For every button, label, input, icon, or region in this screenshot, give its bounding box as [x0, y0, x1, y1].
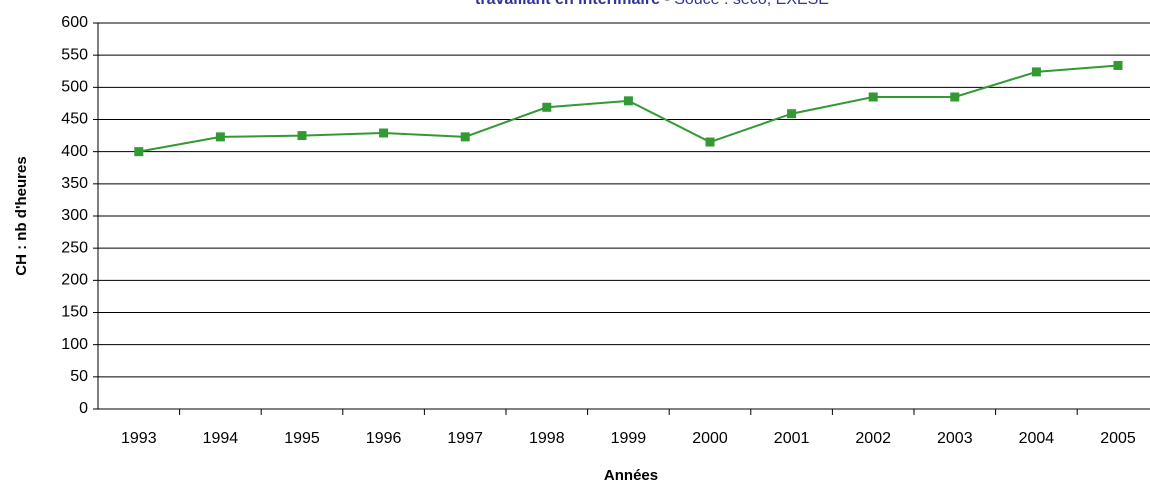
y-tick-label: 0 — [79, 400, 88, 417]
x-tick-label: 2001 — [774, 430, 810, 447]
y-tick-label: 50 — [70, 368, 88, 385]
marker — [542, 102, 552, 112]
marker — [623, 96, 633, 106]
marker — [787, 109, 797, 119]
y-tick-label: 200 — [61, 272, 88, 289]
marker — [705, 137, 715, 147]
x-tick-label: 2000 — [692, 430, 728, 447]
line — [138, 64, 1119, 153]
chart-subtitle: - Souce : seco, EXESE — [664, 0, 829, 8]
x-tick-label: 1997 — [447, 430, 483, 447]
y-tick-label: 150 — [61, 304, 88, 321]
marker — [379, 128, 389, 138]
x-tick-label: 2003 — [937, 430, 973, 447]
x-tick-label: 2004 — [1019, 430, 1055, 447]
y-tick-label: 350 — [61, 175, 88, 192]
marker — [1113, 60, 1123, 70]
marker — [950, 92, 960, 102]
y-tick-label: 400 — [61, 143, 88, 160]
chart-title-line: travaillant en intérimaire - Souce : sec… — [475, 0, 829, 8]
y-axis-label: CH : nb d'heures — [13, 156, 30, 275]
x-tick-label: 1999 — [611, 430, 647, 447]
y-tick-label: 250 — [61, 239, 88, 256]
marker — [460, 132, 470, 142]
marker — [215, 132, 225, 142]
x-tick-label: 2002 — [855, 430, 891, 447]
marker — [868, 92, 878, 102]
chart-title: travaillant en intérimaire — [475, 0, 660, 8]
y-tick-label: 500 — [61, 79, 88, 96]
y-tick-label: 600 — [61, 14, 88, 31]
y-tick-label: 100 — [61, 336, 88, 353]
x-tick-label: 1994 — [203, 430, 239, 447]
x-tick-label: 1995 — [284, 430, 320, 447]
x-tick-label: 2005 — [1100, 430, 1136, 447]
y-tick-label: 550 — [61, 46, 88, 63]
x-tick-label: 1998 — [529, 430, 565, 447]
y-tick-label: 300 — [61, 207, 88, 224]
marker — [1031, 67, 1041, 77]
marker — [134, 147, 144, 157]
x-axis-label: Années — [604, 467, 658, 484]
x-tick-label: 1996 — [366, 430, 402, 447]
x-tick-label: 1993 — [121, 430, 157, 447]
marker — [297, 131, 307, 141]
y-tick-label: 450 — [61, 111, 88, 128]
